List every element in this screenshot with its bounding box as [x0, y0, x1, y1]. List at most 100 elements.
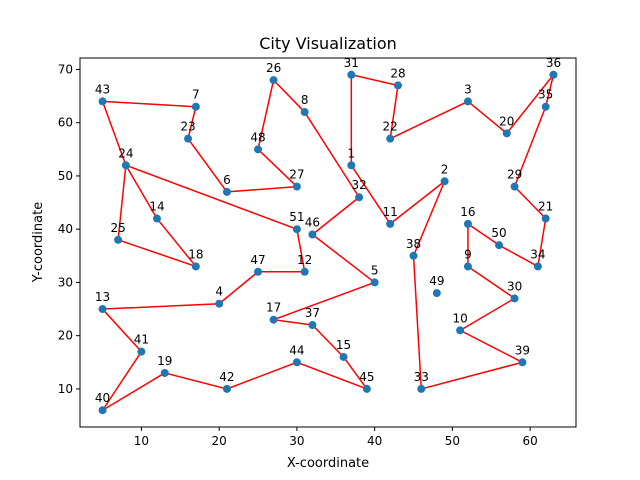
city-label-2: 2 — [441, 162, 449, 176]
city-point-30 — [510, 294, 519, 303]
city-label-31: 31 — [344, 56, 359, 70]
city-point-41 — [137, 347, 146, 356]
route-segment-2-13 — [537, 218, 547, 267]
city-point-22 — [386, 134, 395, 143]
route-segment-2-5 — [412, 255, 423, 389]
route-segment-1-10 — [311, 233, 376, 284]
city-label-21: 21 — [538, 200, 553, 214]
route-segment-2-17 — [506, 74, 555, 134]
city-point-36 — [549, 70, 558, 79]
city-label-10: 10 — [453, 311, 468, 325]
route-segment-2-3 — [389, 180, 446, 225]
city-point-49 — [432, 289, 441, 298]
city-label-26: 26 — [266, 61, 281, 75]
city-label-22: 22 — [383, 120, 398, 134]
city-point-8 — [300, 108, 309, 117]
route-segment-2-8 — [459, 297, 515, 332]
city-label-19: 19 — [157, 354, 172, 368]
city-point-47 — [254, 267, 263, 276]
city-label-45: 45 — [359, 370, 374, 384]
y-axis-label: Y-coordinate — [31, 202, 46, 283]
y-tick-label-20: 20 — [58, 329, 73, 343]
city-label-15: 15 — [336, 338, 351, 352]
city-label-38: 38 — [406, 237, 421, 251]
city-point-34 — [533, 262, 542, 271]
route-segment-1-20 — [101, 308, 142, 353]
city-label-18: 18 — [188, 247, 203, 261]
city-label-12: 12 — [297, 253, 312, 267]
city-label-33: 33 — [414, 370, 429, 384]
y-tick-label-60: 60 — [58, 116, 73, 130]
city-point-16 — [463, 219, 472, 228]
city-point-9 — [463, 262, 472, 271]
route-segment-1-14 — [342, 356, 368, 390]
city-point-25 — [114, 235, 123, 244]
city-point-5 — [370, 278, 379, 287]
city-point-38 — [409, 251, 418, 260]
route-segment-2-11 — [467, 223, 500, 246]
city-point-14 — [152, 214, 161, 223]
route-segment-1-6 — [257, 79, 275, 150]
city-label-47: 47 — [250, 253, 265, 267]
city-label-37: 37 — [305, 306, 320, 320]
route-segment-1-12 — [273, 318, 313, 326]
route-segment-1-3 — [187, 138, 228, 193]
route-segment-1-15 — [296, 361, 368, 390]
city-point-37 — [308, 321, 317, 330]
y-tick-label-30: 30 — [58, 275, 73, 289]
city-label-50: 50 — [491, 226, 506, 240]
route-segment-1-17 — [164, 372, 228, 390]
axis-ticks: 10 20 30 40 50 60 10 20 30 40 50 60 70 — [58, 62, 538, 448]
city-label-17: 17 — [266, 301, 281, 315]
city-label-32: 32 — [351, 178, 366, 192]
route-segment-2-7 — [459, 329, 523, 363]
route-segment-1-25 — [125, 164, 298, 230]
city-point-2 — [440, 177, 449, 186]
city-label-20: 20 — [499, 114, 514, 128]
route-segment-1-18 — [102, 372, 166, 411]
route-segment-2-19 — [389, 100, 469, 140]
route-segment-2-18 — [467, 100, 508, 134]
city-label-23: 23 — [180, 120, 195, 134]
city-label-13: 13 — [95, 290, 110, 304]
route-segment-1-19 — [101, 351, 143, 411]
x-tick-label-50: 50 — [445, 434, 460, 448]
city-label-24: 24 — [118, 146, 133, 160]
city-point-28 — [393, 81, 402, 90]
route-segment-2-2 — [350, 164, 391, 225]
city-label-25: 25 — [110, 221, 125, 235]
route-segment-1-16 — [226, 361, 298, 390]
x-tick-label-20: 20 — [212, 434, 227, 448]
y-tick-label-70: 70 — [58, 62, 73, 76]
city-point-50 — [495, 241, 504, 250]
city-label-16: 16 — [460, 205, 475, 219]
city-label-48: 48 — [250, 130, 265, 144]
city-point-31 — [347, 70, 356, 79]
city-label-3: 3 — [464, 82, 472, 96]
city-point-51 — [292, 225, 301, 234]
route-segment-1-29 — [117, 165, 127, 240]
route-segment-1-26 — [125, 164, 158, 219]
city-label-8: 8 — [301, 93, 309, 107]
city-label-4: 4 — [215, 285, 223, 299]
route-segment-1-11 — [273, 281, 375, 321]
route-segment-2-6 — [421, 361, 523, 390]
city-label-6: 6 — [223, 173, 231, 187]
city-point-44 — [292, 358, 301, 367]
route-segment-1-13 — [311, 324, 345, 358]
city-point-32 — [355, 193, 364, 202]
city-label-7: 7 — [192, 88, 200, 102]
route-segment-1-7 — [273, 79, 306, 113]
route-segment-1-4 — [226, 185, 297, 193]
x-axis-label: X-coordinate — [287, 456, 369, 471]
city-point-19 — [160, 368, 169, 377]
y-tick-label-10: 10 — [58, 382, 73, 396]
route-segment-1-8 — [304, 111, 360, 198]
city-point-4 — [215, 299, 224, 308]
city-point-15 — [339, 352, 348, 361]
city-point-13 — [98, 305, 107, 314]
route-segment-2-12 — [498, 244, 539, 268]
city-label-29: 29 — [507, 168, 522, 182]
city-point-6 — [222, 187, 231, 196]
route-segment-2-16 — [544, 74, 555, 107]
